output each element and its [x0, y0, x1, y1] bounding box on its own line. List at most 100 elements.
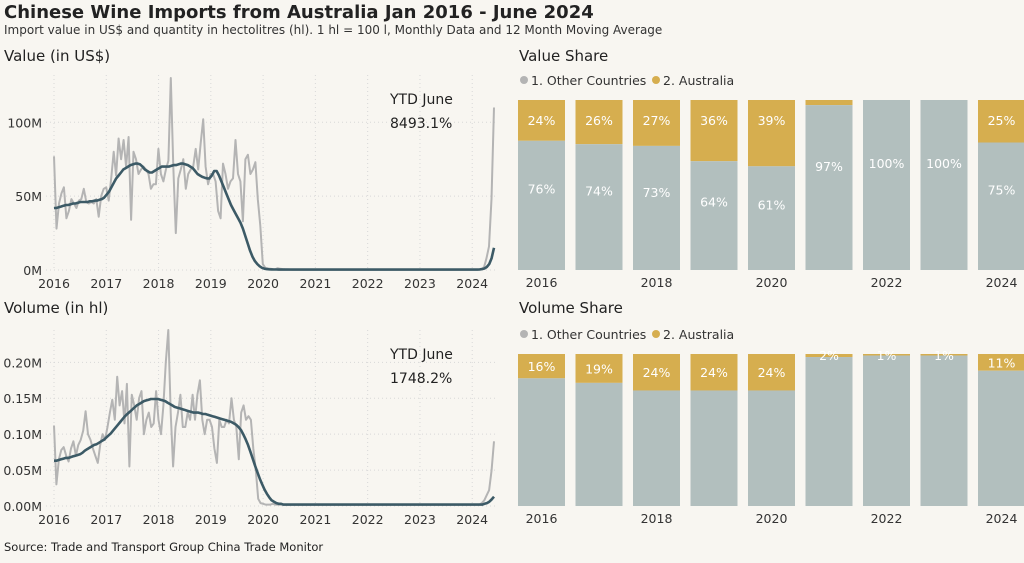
- bar-other-countries: [805, 357, 853, 506]
- bar-australia: [805, 100, 853, 106]
- ytd-label: YTD June: [389, 92, 453, 108]
- bar-label-australia: 24%: [700, 365, 728, 380]
- bar-australia: [518, 354, 565, 379]
- bar-other-countries: [748, 390, 795, 506]
- bar-other-countries: [575, 382, 623, 506]
- chart-title: Value (in US$): [4, 47, 110, 65]
- y-tick-label: 0M: [23, 263, 42, 278]
- legend: 1. Other Countries 2. Australia: [520, 73, 734, 88]
- chart-0: Value (in US$) 0M 50M 100M 2016 2017 2018 2019 2…: [4, 47, 498, 291]
- bar-other-countries: [518, 140, 565, 270]
- bar-australia: [748, 354, 795, 391]
- bar-label-other: 61%: [758, 198, 786, 213]
- ytd-value: 8493.1%: [390, 116, 452, 132]
- bar-australia: [748, 100, 795, 167]
- bar-label-australia: 26%: [585, 113, 613, 128]
- ytd-value: 1748.2%: [390, 371, 452, 387]
- page-title: Chinese Wine Imports from Australia Jan …: [4, 2, 594, 23]
- bar-australia: [805, 354, 853, 358]
- bar-label-australia: 39%: [758, 113, 786, 128]
- chart-title: Value Share: [519, 47, 608, 65]
- bar-label-other: 73%: [643, 185, 671, 200]
- moving-average-line: [54, 162, 496, 271]
- bar-australia: [575, 354, 623, 383]
- bar-other-countries: [920, 355, 968, 506]
- x-tick-label: 2024: [456, 276, 488, 291]
- x-tick-label: 2022: [352, 512, 384, 527]
- x-tick-label: 2020: [247, 276, 279, 291]
- x-tick-label: 2017: [90, 276, 122, 291]
- y-tick-label: 100M: [7, 115, 42, 130]
- x-tick-label: 2021: [299, 276, 331, 291]
- bar-australia: [863, 354, 910, 356]
- bar-other-countries: [575, 144, 623, 270]
- x-tick-label: 2023: [404, 512, 436, 527]
- chart-title: Volume Share: [519, 299, 623, 317]
- bar-australia: [978, 354, 1024, 371]
- legend-label: 1. Other Countries: [531, 327, 646, 342]
- bar-label-other: 74%: [585, 184, 613, 199]
- bar-label-other: 76%: [528, 182, 556, 197]
- bar-australia: [575, 100, 623, 145]
- x-tick-label: 2016: [526, 511, 558, 526]
- x-tick-label: 2024: [986, 275, 1018, 290]
- bar-australia: [690, 354, 738, 391]
- bar-label-australia: 24%: [758, 365, 786, 380]
- bar-label-other: 100%: [926, 156, 962, 171]
- x-tick-label: 2019: [195, 512, 227, 527]
- y-tick-label: 0.20M: [3, 355, 42, 370]
- y-tick-label: 0.05M: [3, 463, 42, 478]
- x-tick-label: 2021: [299, 512, 331, 527]
- bar-australia: [690, 100, 738, 162]
- x-tick-label: 2016: [38, 276, 70, 291]
- x-tick-label: 2020: [756, 275, 788, 290]
- bar-other-countries: [518, 378, 565, 506]
- x-tick-label: 2018: [143, 276, 175, 291]
- bar-other-countries: [748, 166, 795, 270]
- y-tick-label: 50M: [15, 189, 42, 204]
- bar-other-countries: [633, 390, 680, 506]
- x-tick-label: 2024: [986, 511, 1018, 526]
- moving-average-line: [54, 397, 495, 506]
- bar-label-australia: 11%: [988, 355, 1016, 370]
- bar-australia: [518, 100, 565, 141]
- bar-label-australia: 24%: [528, 113, 556, 128]
- bar-other-countries: [920, 100, 968, 270]
- x-tick-label: 2018: [143, 512, 175, 527]
- legend-swatch: [652, 76, 660, 84]
- x-tick-label: 2019: [195, 276, 227, 291]
- bar-other-countries: [690, 390, 738, 506]
- bar-other-countries: [805, 105, 853, 270]
- bar-other-countries: [978, 370, 1024, 506]
- bar-label-other: 75%: [988, 183, 1016, 198]
- bar-label-australia: 36%: [700, 113, 728, 128]
- bar-label-australia: 1%: [934, 348, 954, 363]
- x-tick-label: 2020: [247, 512, 279, 527]
- chart-2: Volume (in hl) 0.00M 0.05M 0.10M 0.15M 0.20M 2…: [3, 299, 498, 527]
- chart-title: Volume (in hl): [4, 299, 108, 317]
- page-subtitle: Import value in US$ and quantity in hect…: [4, 23, 663, 37]
- bar-other-countries: [690, 161, 738, 270]
- legend-label: 2. Australia: [663, 73, 734, 88]
- bar-australia: [920, 354, 968, 356]
- x-tick-label: 2018: [641, 275, 673, 290]
- x-tick-label: 2022: [871, 511, 903, 526]
- x-tick-label: 2023: [404, 276, 436, 291]
- ytd-label: YTD June: [389, 347, 453, 363]
- y-tick-label: 0.15M: [3, 391, 42, 406]
- bar-label-australia: 19%: [585, 361, 613, 376]
- legend-label: 2. Australia: [663, 327, 734, 342]
- chart-1: Value Share 1. Other Countries 2. Australi…: [518, 47, 1024, 290]
- bar-label-other: 97%: [815, 159, 843, 174]
- y-tick-label: 0.00M: [3, 499, 42, 514]
- bar-label-australia: 25%: [988, 113, 1016, 128]
- legend-swatch: [520, 330, 528, 338]
- x-tick-label: 2018: [641, 511, 673, 526]
- x-tick-label: 2016: [38, 512, 70, 527]
- bar-other-countries: [863, 100, 910, 270]
- bar-label-australia: 27%: [643, 113, 671, 128]
- legend-label: 1. Other Countries: [531, 73, 646, 88]
- y-tick-label: 0.10M: [3, 427, 42, 442]
- bar-australia: [633, 100, 680, 146]
